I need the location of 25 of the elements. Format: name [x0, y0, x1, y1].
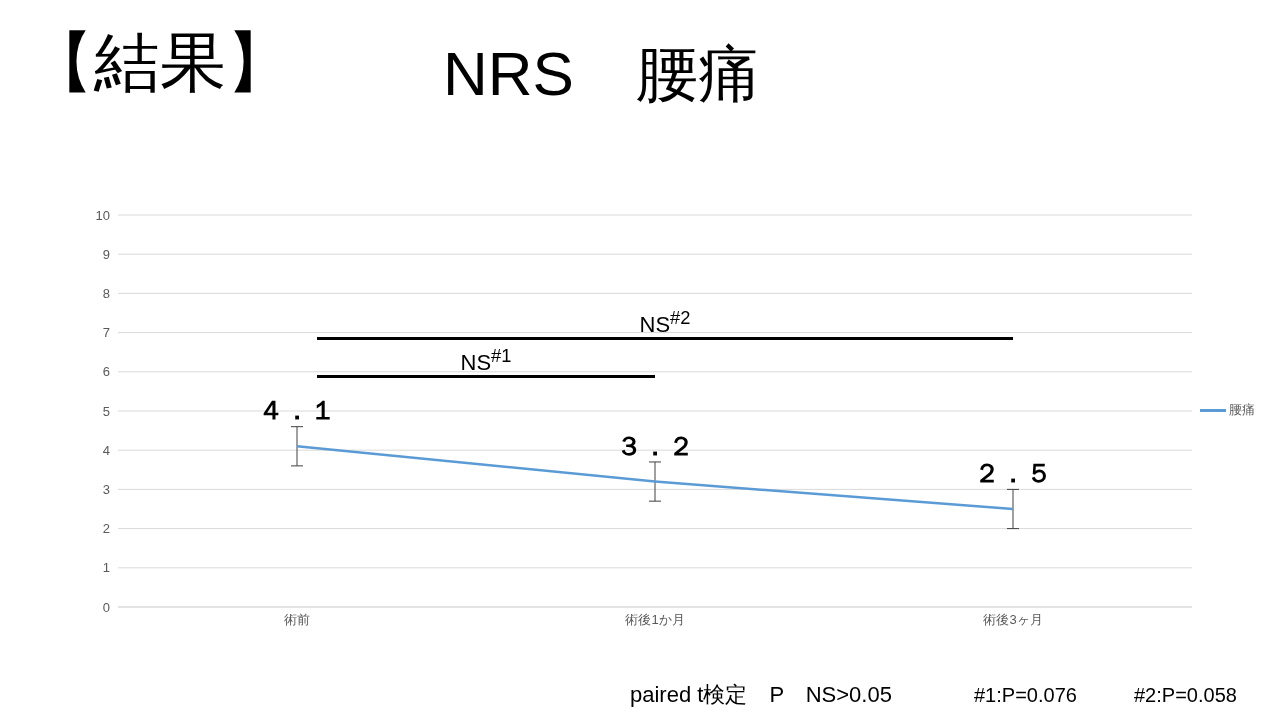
- annotation: NS$^{#2}$: [639, 306, 691, 337]
- annotation: NS$^{#1}$: [460, 344, 512, 375]
- y-tick-label: 4: [102, 442, 110, 458]
- text: #1:P=0.076: [974, 684, 1077, 706]
- x-tick-label: 術後3ヶ月: [983, 612, 1043, 628]
- y-tick-label: 8: [102, 286, 110, 302]
- y-tick-label: 2: [102, 521, 110, 537]
- x-tick-label: 術後1か月: [625, 612, 685, 628]
- y-tick-label: 7: [102, 325, 110, 341]
- text: #2:P=0.058: [1134, 684, 1237, 706]
- chart-subtitle: NRS 腰痛: [443, 38, 760, 110]
- y-tick-label: 9: [102, 246, 110, 262]
- data-label: ４．１: [258, 395, 336, 426]
- legend-label: 腰痛: [1229, 401, 1255, 419]
- data-label: ３．２: [616, 430, 694, 461]
- text: paired t検定 P NS>0.05: [630, 682, 892, 707]
- y-tick-label: 1: [102, 560, 110, 576]
- data-label: ２．５: [974, 458, 1052, 488]
- y-tick-label: 0: [102, 599, 110, 615]
- x-tick-label: 術前: [284, 612, 310, 628]
- chart-title: 【結果】: [28, 24, 292, 101]
- y-tick-label: 3: [102, 482, 110, 498]
- y-tick-label: 10: [95, 207, 110, 223]
- y-tick-label: 6: [102, 364, 110, 380]
- y-tick-label: 5: [102, 403, 110, 419]
